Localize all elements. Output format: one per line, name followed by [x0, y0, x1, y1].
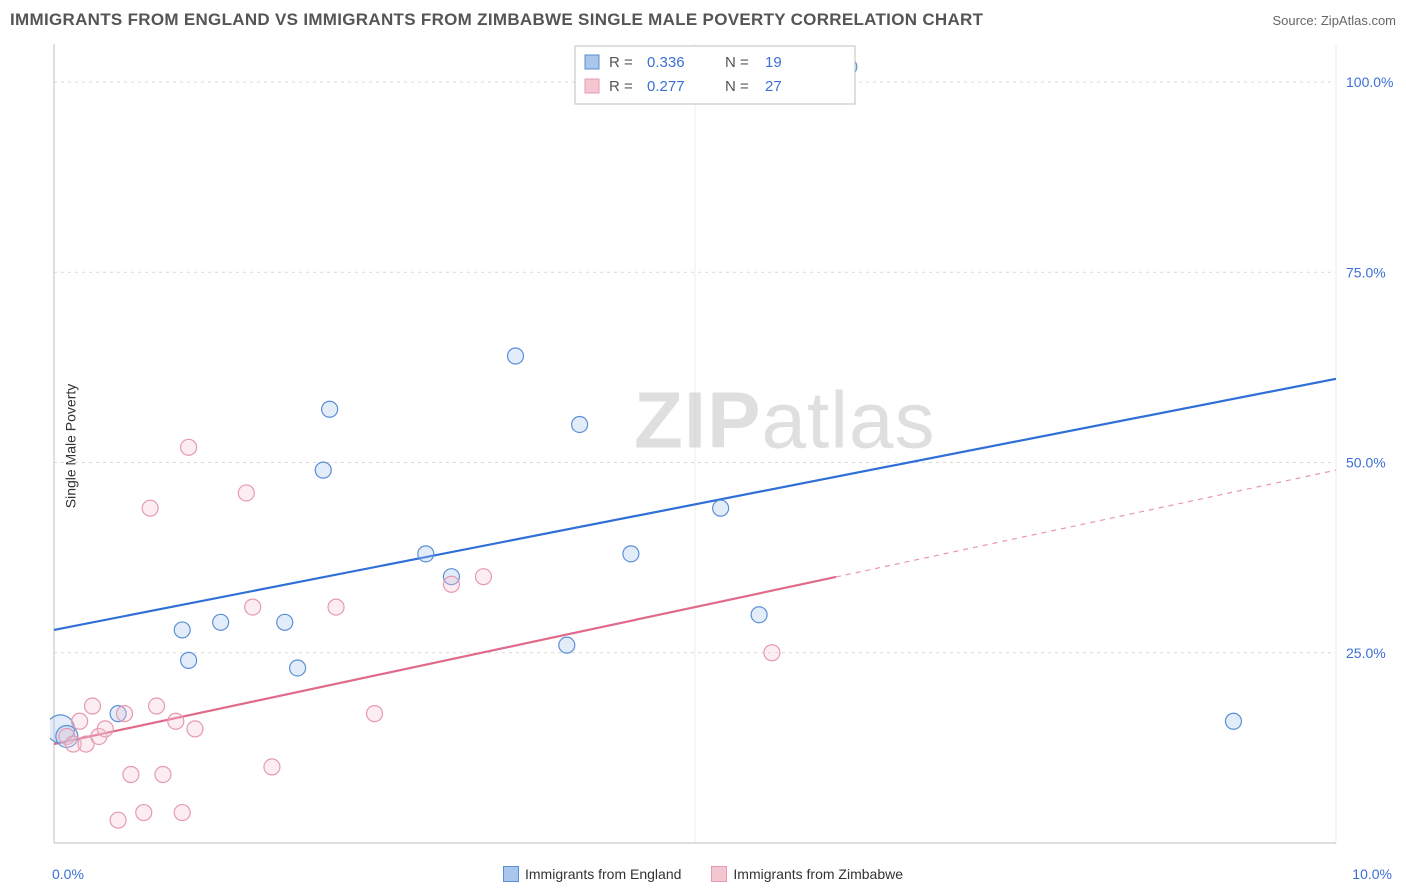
svg-text:27: 27: [765, 78, 782, 95]
swatch-icon: [503, 866, 519, 882]
bottom-legend: Immigrants from England Immigrants from …: [0, 866, 1406, 882]
legend-label: Immigrants from Zimbabwe: [733, 866, 903, 882]
legend-item-england: Immigrants from England: [503, 866, 681, 882]
svg-text:0.336: 0.336: [647, 54, 685, 71]
chart-area: 25.0% 50.0% 75.0% 100.0% ZIPatlas R = 0.336 N =…: [50, 40, 1396, 847]
svg-text:R =: R =: [609, 78, 633, 95]
chart-title: IMMIGRANTS FROM ENGLAND VS IMMIGRANTS FR…: [10, 10, 983, 30]
svg-text:R =: R =: [609, 54, 633, 71]
svg-text:25.0%: 25.0%: [1346, 645, 1386, 661]
swatch-icon: [711, 866, 727, 882]
svg-text:N =: N =: [725, 54, 749, 71]
source-label: Source: ZipAtlas.com: [1272, 13, 1396, 28]
svg-text:100.0%: 100.0%: [1346, 74, 1393, 90]
svg-text:N =: N =: [725, 78, 749, 95]
svg-text:75.0%: 75.0%: [1346, 264, 1386, 280]
svg-text:19: 19: [765, 54, 782, 71]
legend-label: Immigrants from England: [525, 866, 681, 882]
svg-text:0.277: 0.277: [647, 78, 685, 95]
svg-text:50.0%: 50.0%: [1346, 455, 1386, 471]
legend-item-zimbabwe: Immigrants from Zimbabwe: [711, 866, 903, 882]
svg-text:ZIPatlas: ZIPatlas: [634, 375, 935, 464]
